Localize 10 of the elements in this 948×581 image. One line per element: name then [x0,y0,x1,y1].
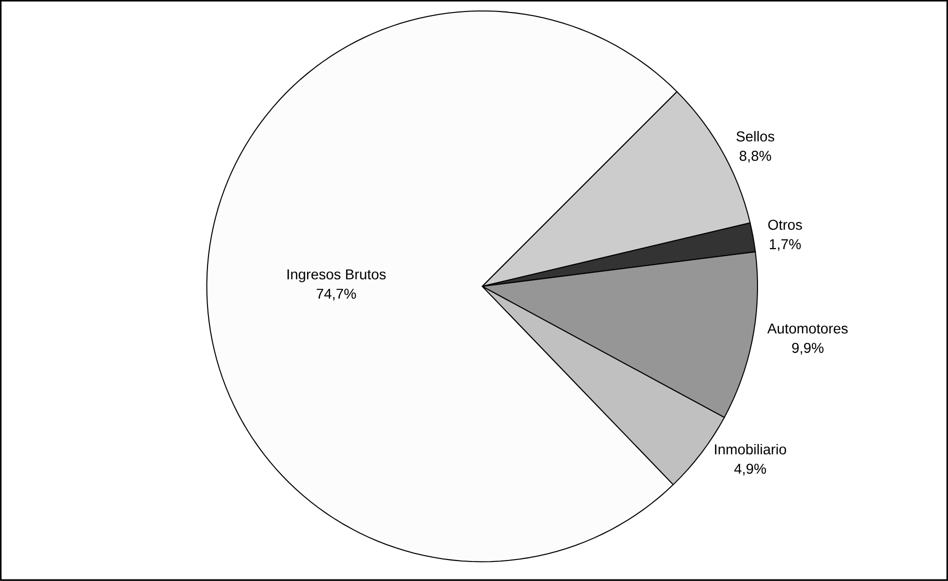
data-label: 9,9% [792,342,824,355]
slice-label: Ingresos Brutos [288,270,386,282]
slice-label: Sellos [736,131,774,142]
slice-label: Inmobiliario [715,444,786,455]
data-label: 74,7% [316,288,356,301]
slice-label: Automotores [767,324,848,334]
data-label: 8,8% [740,150,772,163]
data-label: 1,7% [770,239,801,251]
slice-label: Otros [768,220,802,230]
data-label: 4,9% [734,464,766,476]
